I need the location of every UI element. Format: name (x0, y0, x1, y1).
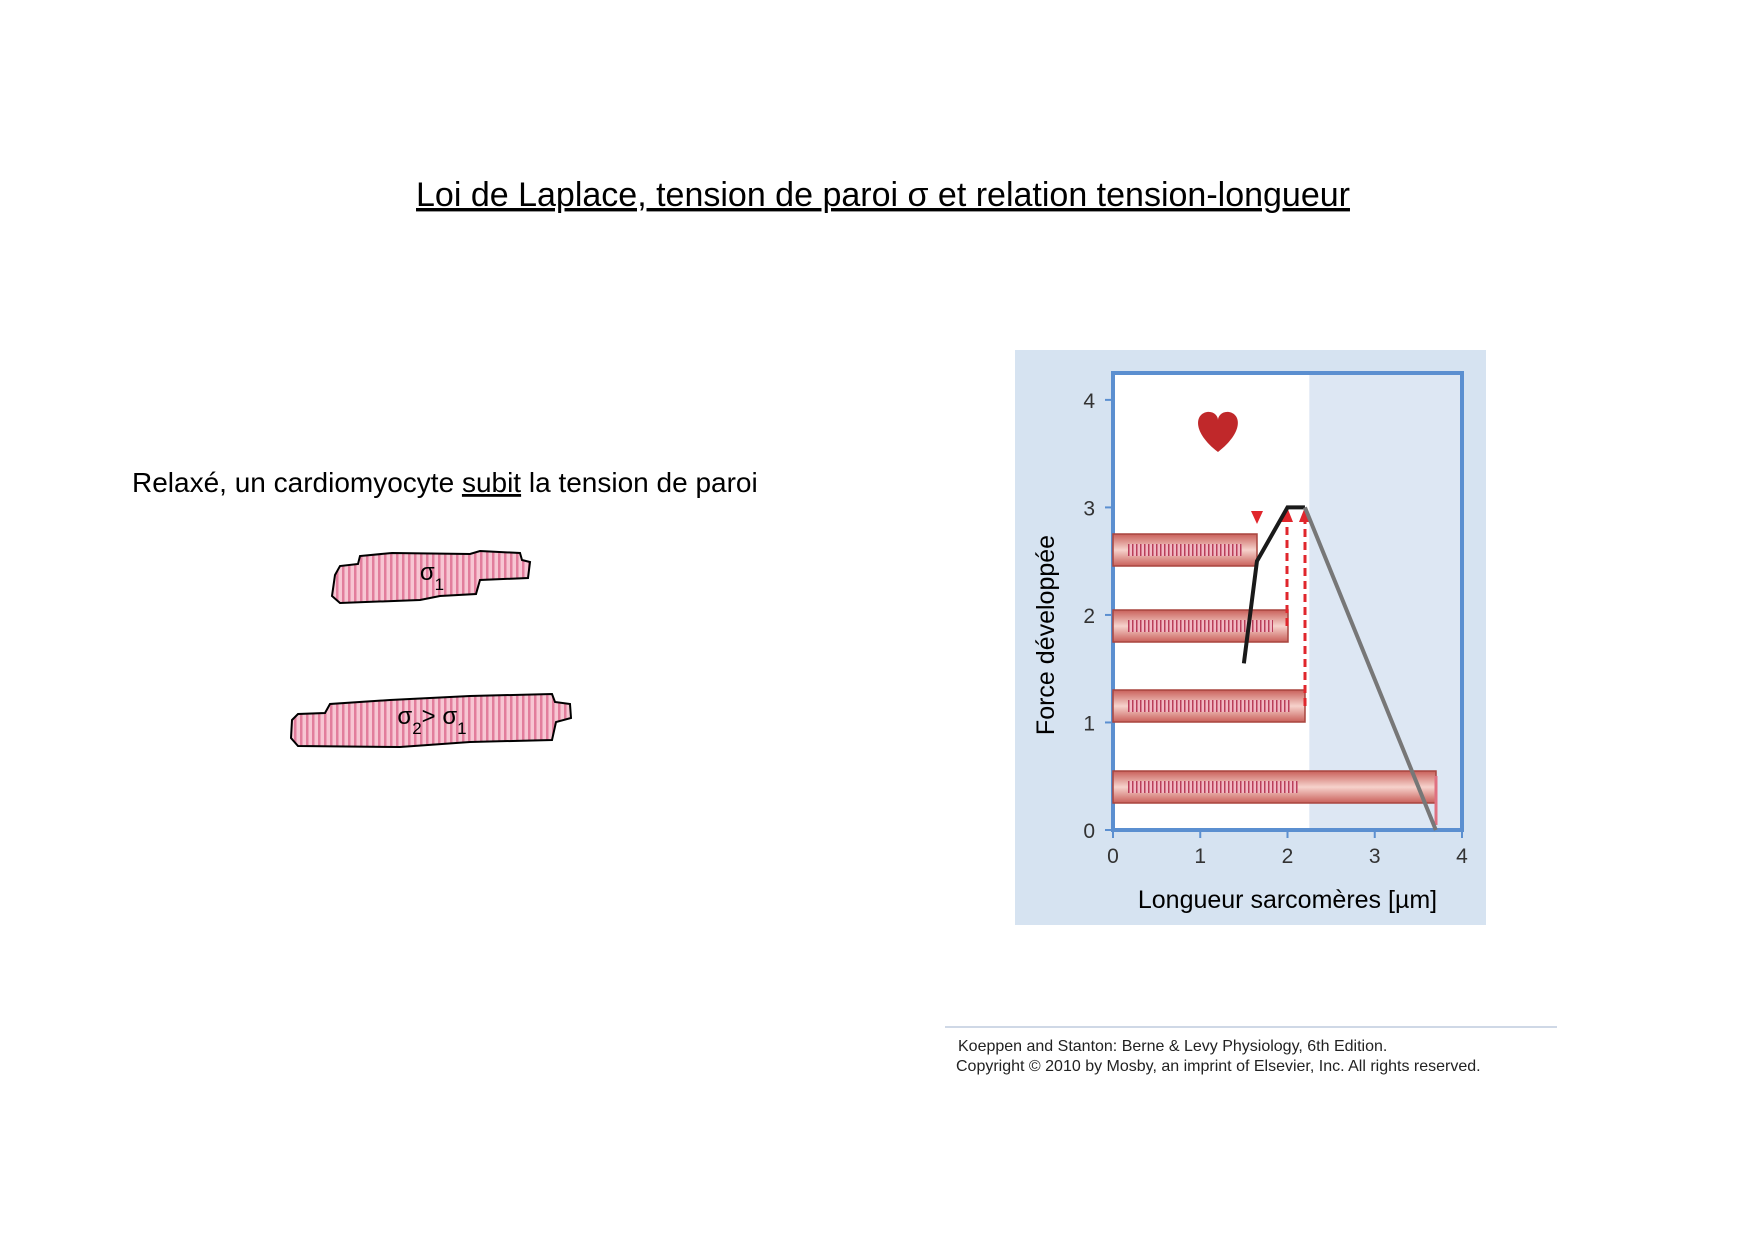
text-run: > σ (422, 703, 458, 730)
y-tick-label: 1 (1083, 712, 1095, 735)
heart (1198, 411, 1238, 452)
citation: Copyright © 2010 by Mosby, an imprint of… (956, 1058, 1481, 1075)
cell-label: σ2> σ1 (397, 703, 466, 738)
cell-shape (330, 549, 532, 605)
text-run: 1 (435, 575, 444, 594)
line-series (1241, 505, 1305, 664)
text-run: σ (420, 559, 435, 586)
x-tick-label: 0 (1107, 845, 1119, 868)
chart: 0 1 2 3 4 0 1 2 3 4 Longueur sarcomères [µm] Force … (1032, 371, 1468, 914)
line-series (1303, 506, 1438, 831)
text-run: 2 (412, 719, 421, 738)
y-tick-label: 0 (1083, 820, 1095, 843)
text-run: la tension de paroi (521, 467, 758, 498)
text-run: 1 (457, 719, 466, 738)
y-axis-label: Force développée (1032, 535, 1060, 735)
text-run: Relaxé, un cardiomyocyte (132, 467, 462, 498)
myofilament (1128, 700, 1290, 712)
myofilament (1128, 544, 1242, 556)
text-run: σ (397, 703, 412, 730)
x-tick-label: 4 (1456, 845, 1468, 868)
citation: Koeppen and Stanton: Berne & Levy Physio… (958, 1038, 1387, 1055)
shaded-region (1309, 373, 1462, 830)
y-tick-label: 4 (1083, 390, 1095, 413)
x-tick-label: 2 (1282, 845, 1294, 868)
myofilament (1128, 620, 1273, 632)
y-tick-label: 3 (1083, 497, 1095, 520)
arrow-head (1251, 511, 1263, 524)
arrow-head (1281, 507, 1293, 522)
body-text: Relaxé, un cardiomyocyte subit la tensio… (132, 467, 758, 498)
x-tick-label: 3 (1369, 845, 1381, 868)
cell-shape (289, 692, 573, 749)
text-run: subit (462, 467, 521, 498)
x-tick-label: 1 (1194, 845, 1206, 868)
cell-label: σ1 (420, 559, 444, 594)
y-tick-label: 2 (1083, 605, 1095, 628)
x-axis-label: Longueur sarcomères [µm] (1138, 886, 1437, 914)
title: Loi de Laplace, tension de paroi σ et re… (416, 176, 1350, 214)
myofilament (1128, 781, 1298, 793)
